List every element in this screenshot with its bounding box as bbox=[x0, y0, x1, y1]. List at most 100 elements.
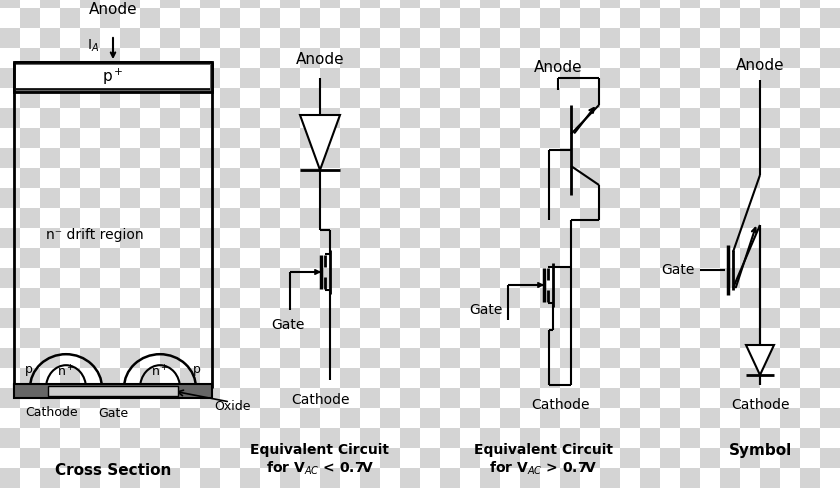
Bar bbox=[400, 88, 420, 108]
Bar bbox=[260, 48, 280, 68]
Bar bbox=[180, 8, 200, 28]
Bar bbox=[160, 348, 180, 368]
Bar bbox=[580, 88, 600, 108]
Bar bbox=[460, 168, 480, 188]
Bar bbox=[340, 88, 360, 108]
Bar bbox=[280, 108, 300, 128]
Bar bbox=[440, 428, 460, 448]
Bar bbox=[40, 188, 60, 208]
Bar bbox=[540, 108, 560, 128]
Bar bbox=[760, 8, 780, 28]
Bar bbox=[800, 148, 820, 168]
Bar bbox=[340, 368, 360, 388]
Bar bbox=[200, 468, 220, 488]
Bar bbox=[0, 388, 20, 408]
Bar bbox=[160, 88, 180, 108]
Bar bbox=[80, 148, 100, 168]
Bar bbox=[100, 128, 120, 148]
Bar bbox=[780, 208, 800, 228]
Bar bbox=[40, 88, 60, 108]
Bar bbox=[360, 128, 380, 148]
Bar bbox=[520, 268, 540, 288]
Bar bbox=[560, 288, 580, 308]
Bar bbox=[600, 68, 620, 88]
Bar bbox=[200, 388, 220, 408]
Bar bbox=[380, 388, 400, 408]
Bar bbox=[780, 88, 800, 108]
Bar bbox=[180, 228, 200, 248]
Bar bbox=[420, 328, 440, 348]
Bar bbox=[320, 68, 340, 88]
Bar bbox=[720, 288, 740, 308]
Bar bbox=[0, 268, 20, 288]
Bar bbox=[580, 108, 600, 128]
Bar bbox=[60, 48, 80, 68]
Bar bbox=[120, 148, 140, 168]
Bar bbox=[460, 8, 480, 28]
Bar bbox=[600, 288, 620, 308]
Bar bbox=[500, 468, 520, 488]
Bar bbox=[420, 468, 440, 488]
Bar bbox=[600, 348, 620, 368]
Bar bbox=[400, 408, 420, 428]
Text: Anode: Anode bbox=[736, 58, 785, 73]
Bar bbox=[240, 168, 260, 188]
Bar bbox=[340, 468, 360, 488]
Bar bbox=[280, 468, 300, 488]
Bar bbox=[780, 108, 800, 128]
Bar bbox=[120, 308, 140, 328]
Bar bbox=[500, 168, 520, 188]
Bar bbox=[660, 388, 680, 408]
Bar bbox=[220, 288, 240, 308]
Bar bbox=[780, 128, 800, 148]
Bar bbox=[380, 368, 400, 388]
Bar bbox=[300, 0, 320, 8]
Bar bbox=[380, 408, 400, 428]
Bar bbox=[820, 268, 840, 288]
Bar bbox=[20, 108, 40, 128]
Bar bbox=[540, 328, 560, 348]
Bar bbox=[240, 388, 260, 408]
Bar bbox=[140, 8, 160, 28]
Bar bbox=[400, 188, 420, 208]
Bar bbox=[20, 428, 40, 448]
Bar bbox=[660, 348, 680, 368]
Bar bbox=[80, 268, 100, 288]
Bar bbox=[820, 408, 840, 428]
Bar bbox=[780, 188, 800, 208]
Bar bbox=[40, 368, 60, 388]
Bar bbox=[540, 88, 560, 108]
Bar bbox=[200, 448, 220, 468]
Bar bbox=[540, 368, 560, 388]
Bar bbox=[420, 308, 440, 328]
Bar bbox=[740, 248, 760, 268]
Bar bbox=[820, 168, 840, 188]
Bar bbox=[800, 308, 820, 328]
Bar bbox=[0, 48, 20, 68]
Bar bbox=[520, 48, 540, 68]
Bar bbox=[520, 468, 540, 488]
Bar bbox=[480, 388, 500, 408]
Text: Anode: Anode bbox=[296, 53, 344, 67]
Bar bbox=[460, 208, 480, 228]
Bar bbox=[780, 328, 800, 348]
Bar bbox=[780, 448, 800, 468]
Bar bbox=[440, 468, 460, 488]
Bar bbox=[460, 408, 480, 428]
Bar bbox=[200, 428, 220, 448]
Bar bbox=[440, 228, 460, 248]
Bar bbox=[680, 88, 700, 108]
Bar bbox=[320, 228, 340, 248]
Bar bbox=[380, 468, 400, 488]
Bar bbox=[100, 348, 120, 368]
Bar bbox=[0, 148, 20, 168]
Bar bbox=[280, 348, 300, 368]
Bar bbox=[360, 0, 380, 8]
Bar bbox=[460, 448, 480, 468]
Bar bbox=[20, 88, 40, 108]
Bar bbox=[800, 168, 820, 188]
Bar bbox=[420, 0, 440, 8]
Bar bbox=[100, 8, 120, 28]
Bar bbox=[740, 8, 760, 28]
Bar bbox=[560, 168, 580, 188]
